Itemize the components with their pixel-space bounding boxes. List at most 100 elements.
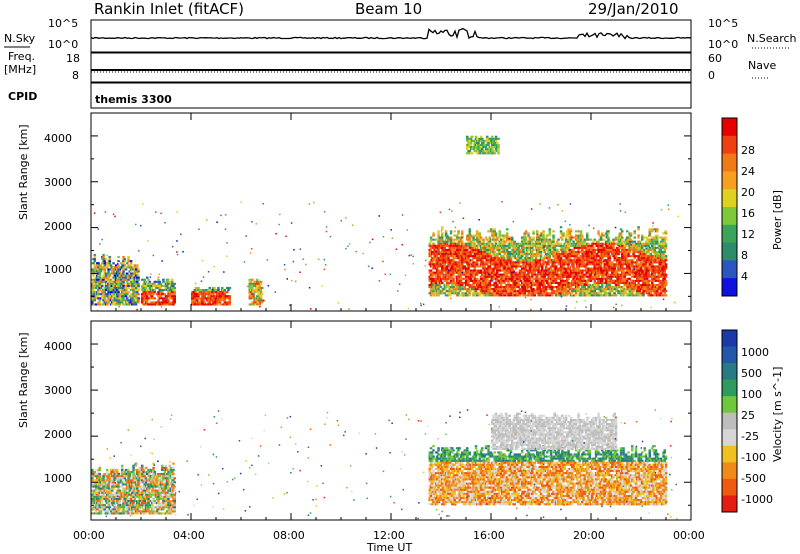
- power-cell: [661, 253, 664, 256]
- power-cell: [572, 263, 575, 266]
- power-cell: [661, 267, 664, 270]
- power-cell: [603, 273, 606, 276]
- power-cell: [487, 230, 490, 233]
- power-cell: [131, 274, 134, 277]
- power-cell: [168, 280, 171, 283]
- power-cell: [649, 261, 653, 264]
- power-cell: [523, 234, 526, 237]
- power-cell: [656, 228, 659, 231]
- power-cell: [569, 236, 573, 239]
- power-cell: [258, 295, 261, 298]
- power-cell: [498, 294, 501, 297]
- power-cell: [613, 269, 616, 272]
- power-cell: [463, 255, 466, 258]
- power-cell: [227, 289, 230, 292]
- power-cell: [503, 288, 506, 291]
- power-cell: [576, 286, 579, 289]
- power-cell: [453, 230, 456, 233]
- power-cell: [659, 281, 663, 284]
- power-cell: [466, 234, 469, 237]
- power-cell: [541, 269, 544, 272]
- power-cell: [143, 303, 146, 306]
- power-cell: [519, 279, 523, 282]
- power-cell: [498, 232, 501, 235]
- power-cell: [471, 273, 474, 276]
- power-cell: [566, 244, 569, 247]
- power-cell: [618, 232, 621, 235]
- power-cell: [461, 255, 464, 258]
- power-cell: [461, 253, 464, 256]
- power-cell: [528, 248, 531, 251]
- power-cell: [563, 253, 566, 256]
- power-cell: [549, 284, 553, 287]
- power-cell: [628, 236, 631, 239]
- power-cell: [214, 291, 218, 294]
- power-cell: [516, 279, 519, 282]
- power-cell: [603, 251, 606, 254]
- power-cell: [633, 281, 636, 284]
- power-cell: [481, 286, 484, 289]
- power-cell: [633, 244, 636, 247]
- power-cell: [431, 277, 434, 280]
- power-cell: [483, 275, 486, 278]
- power-cell: [496, 288, 499, 291]
- power-cell: [526, 288, 529, 291]
- power-cell: [606, 251, 609, 254]
- power-cell: [433, 244, 436, 247]
- power-cell: [508, 251, 511, 254]
- power-cell: [628, 242, 631, 245]
- power-cell: [171, 278, 174, 281]
- power-cell: [643, 255, 646, 258]
- power-cell: [596, 259, 599, 262]
- power-cell: [481, 281, 484, 284]
- power-cell: [431, 265, 434, 268]
- power-cell: [498, 244, 501, 247]
- power-cell: [612, 286, 615, 289]
- power-cell: [638, 255, 641, 258]
- power-cell: [553, 253, 556, 256]
- power-cell: [598, 277, 601, 280]
- power-cell: [551, 261, 554, 264]
- nsky-trace: [90, 27, 692, 40]
- power-cell: [551, 263, 554, 266]
- power-cell: [444, 269, 448, 272]
- power-cell: [606, 248, 609, 251]
- power-cell: [453, 234, 456, 237]
- power-cell: [479, 248, 483, 251]
- power-cell: [212, 293, 215, 296]
- power-cell: [626, 240, 629, 243]
- power-cell: [474, 253, 478, 256]
- power-cell: [488, 265, 491, 268]
- power-cell: [257, 282, 260, 285]
- power-cell: [636, 279, 639, 282]
- power-cell: [653, 275, 656, 278]
- power-cell: [583, 246, 586, 249]
- power-cell: [536, 230, 539, 233]
- power-cell: [458, 255, 461, 258]
- power-cell: [611, 244, 614, 247]
- power-cell: [642, 288, 645, 291]
- power-cell: [486, 290, 489, 293]
- power-cell: [137, 284, 140, 287]
- power-cell: [661, 269, 664, 272]
- power-cell: [536, 269, 539, 272]
- power-cell: [513, 246, 516, 249]
- power-cell: [496, 267, 499, 270]
- power-cell: [536, 251, 539, 254]
- power-cell: [551, 269, 554, 272]
- power-cell: [538, 240, 541, 243]
- power-cell: [207, 295, 210, 298]
- power-cell: [222, 291, 225, 294]
- power-cell: [259, 291, 263, 294]
- power-cell: [552, 240, 555, 243]
- power-cell: [133, 280, 136, 283]
- power-cell: [96, 293, 99, 296]
- power-cell: [437, 232, 440, 235]
- power-cell: [523, 277, 526, 280]
- power-cell: [107, 291, 110, 294]
- power-cell: [441, 263, 444, 266]
- power-cell: [476, 232, 479, 235]
- power-cell: [494, 279, 498, 282]
- power-cell: [467, 240, 470, 243]
- power-cell: [626, 271, 629, 274]
